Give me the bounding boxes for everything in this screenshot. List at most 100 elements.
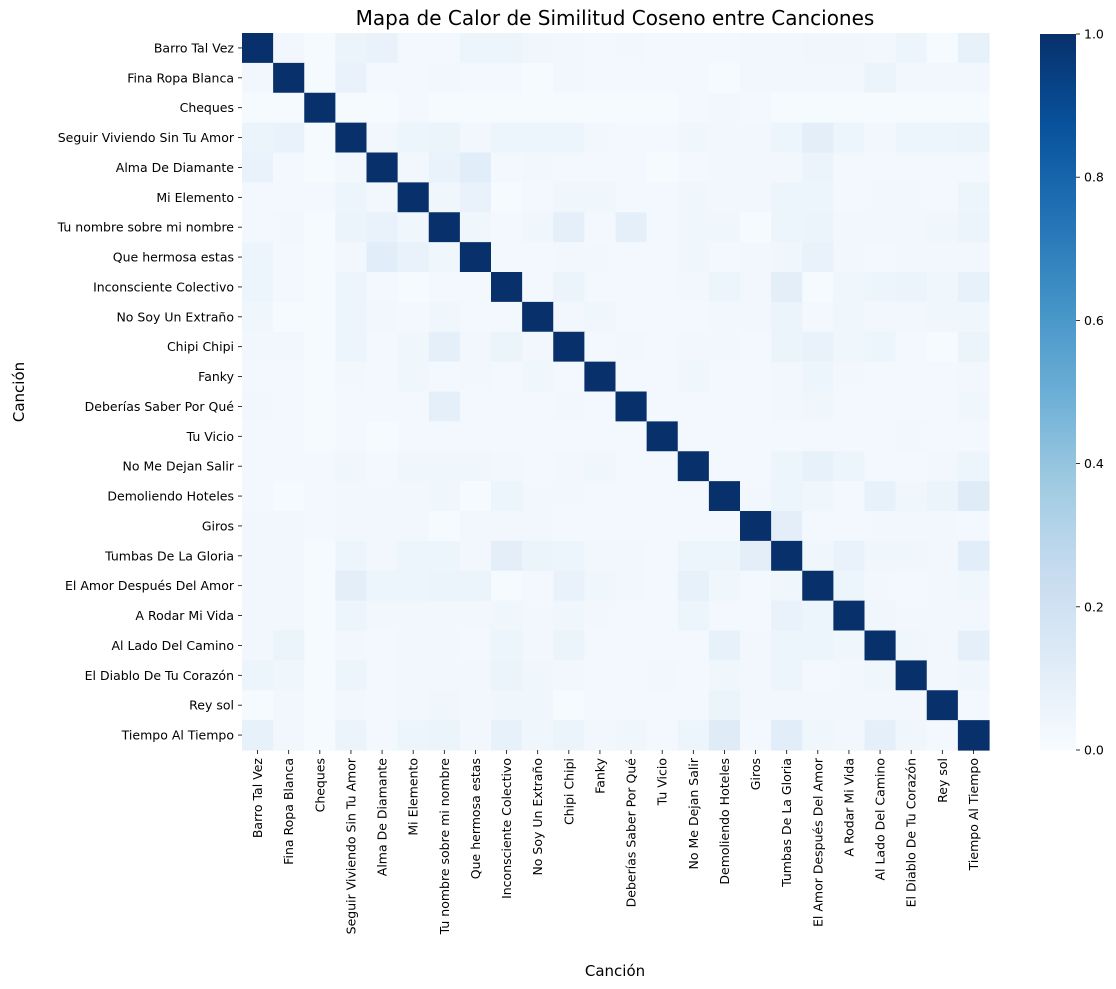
heatmap-cell: [459, 301, 492, 333]
heatmap-cell: [397, 720, 430, 751]
y-tick-label: Inconsciente Colectivo: [93, 279, 234, 294]
heatmap-cell: [957, 600, 990, 632]
heatmap-cell: [677, 92, 710, 124]
y-tick-label: No Soy Un Extraño: [116, 309, 234, 324]
heatmap-cell: [304, 481, 336, 512]
heatmap-cell: [771, 212, 803, 243]
heatmap-cell: [771, 421, 803, 452]
heatmap-cell: [646, 182, 679, 213]
heatmap-cell: [708, 630, 741, 661]
heatmap-cell: [304, 391, 336, 422]
heatmap-cell: [926, 630, 959, 661]
heatmap-cell: [895, 600, 928, 632]
heatmap-cell: [459, 212, 492, 243]
heatmap-cell: [864, 600, 897, 632]
heatmap-cell: [615, 391, 648, 422]
heatmap-cell: [771, 451, 803, 482]
heatmap-cell: [335, 660, 368, 691]
heatmap-cell: [771, 720, 803, 751]
heatmap-cell: [771, 391, 803, 422]
heatmap-cell: [366, 152, 399, 183]
heatmap-cell: [740, 122, 772, 154]
heatmap-cell: [864, 272, 897, 303]
heatmap-cell: [740, 152, 772, 183]
heatmap-cell: [833, 720, 866, 751]
heatmap-cell: [459, 481, 492, 512]
heatmap-cell: [273, 630, 305, 661]
heatmap-cell: [864, 391, 897, 422]
heatmap-cell: [646, 331, 679, 363]
heatmap-cell: [273, 451, 305, 482]
heatmap-cell: [895, 720, 928, 751]
heatmap-cell: [584, 451, 617, 482]
x-axis-label: Canción: [585, 962, 645, 980]
heatmap-cell: [273, 600, 305, 632]
heatmap-cell: [273, 62, 305, 94]
heatmap-cell: [864, 301, 897, 333]
x-tick-label: No Me Dejan Salir: [686, 757, 701, 869]
heatmap-cell: [771, 272, 803, 303]
heatmap-cell: [522, 301, 554, 333]
heatmap-cell: [615, 152, 648, 183]
heatmap-cell: [677, 421, 710, 452]
heatmap-cell: [740, 361, 772, 393]
x-tick-label: Rey sol: [935, 758, 950, 803]
heatmap-cell: [771, 182, 803, 213]
heatmap-cell: [926, 481, 959, 512]
heatmap-cell: [615, 62, 648, 94]
heatmap-cell: [677, 511, 710, 542]
heatmap-cell: [833, 451, 866, 482]
heatmap-cell: [615, 690, 648, 721]
heatmap-cell: [926, 242, 959, 273]
heatmap-cell: [584, 630, 617, 661]
heatmap-cell: [397, 540, 430, 572]
heatmap-cell: [740, 182, 772, 213]
heatmap-cell: [428, 242, 461, 273]
x-tick-label: Cheques: [312, 758, 327, 812]
heatmap-cell: [895, 331, 928, 363]
heatmap-cell: [957, 242, 990, 273]
heatmap-cell: [335, 62, 368, 94]
heatmap-cell: [771, 690, 803, 721]
heatmap-cell: [335, 690, 368, 721]
heatmap-cell: [740, 451, 772, 482]
heatmap-cell: [708, 33, 741, 64]
y-tick-label: El Amor Después Del Amor: [65, 578, 235, 593]
heatmap-cell: [677, 62, 710, 94]
heatmap-cell: [428, 511, 461, 542]
heatmap-cell: [242, 272, 274, 303]
heatmap-cell: [957, 62, 990, 94]
y-tick-label: Fina Ropa Blanca: [127, 70, 234, 85]
heatmap-cell: [864, 451, 897, 482]
heatmap-cell: [273, 660, 305, 691]
heatmap-cell: [895, 391, 928, 422]
heatmap-cell: [895, 152, 928, 183]
heatmap-cell: [957, 182, 990, 213]
heatmap-cell: [553, 152, 585, 183]
heatmap-cell: [397, 122, 430, 154]
heatmap-cell: [771, 331, 803, 363]
heatmap-cell: [491, 301, 523, 333]
heatmap-cell: [771, 122, 803, 154]
heatmap-cell: [491, 242, 523, 273]
heatmap-cell: [242, 660, 274, 691]
heatmap-cell: [926, 391, 959, 422]
heatmap-cell: [459, 62, 492, 94]
heatmap-cell: [273, 92, 305, 124]
heatmap-cell: [771, 511, 803, 542]
heatmap-cell: [926, 720, 959, 751]
heatmap-cell: [522, 570, 554, 602]
heatmap-cell: [708, 92, 741, 124]
heatmap-cell: [397, 481, 430, 512]
heatmap-cell: [584, 720, 617, 751]
x-tick-label: Barro Tal Vez: [250, 758, 265, 839]
heatmap-cell: [833, 92, 866, 124]
heatmap-cell: [771, 600, 803, 632]
heatmap-cell: [677, 33, 710, 64]
heatmap-cell: [397, 391, 430, 422]
heatmap-cell: [553, 421, 585, 452]
heatmap-cell: [335, 570, 368, 602]
heatmap-cell: [833, 690, 866, 721]
heatmap-cell: [771, 33, 803, 64]
heatmap-cell: [242, 182, 274, 213]
